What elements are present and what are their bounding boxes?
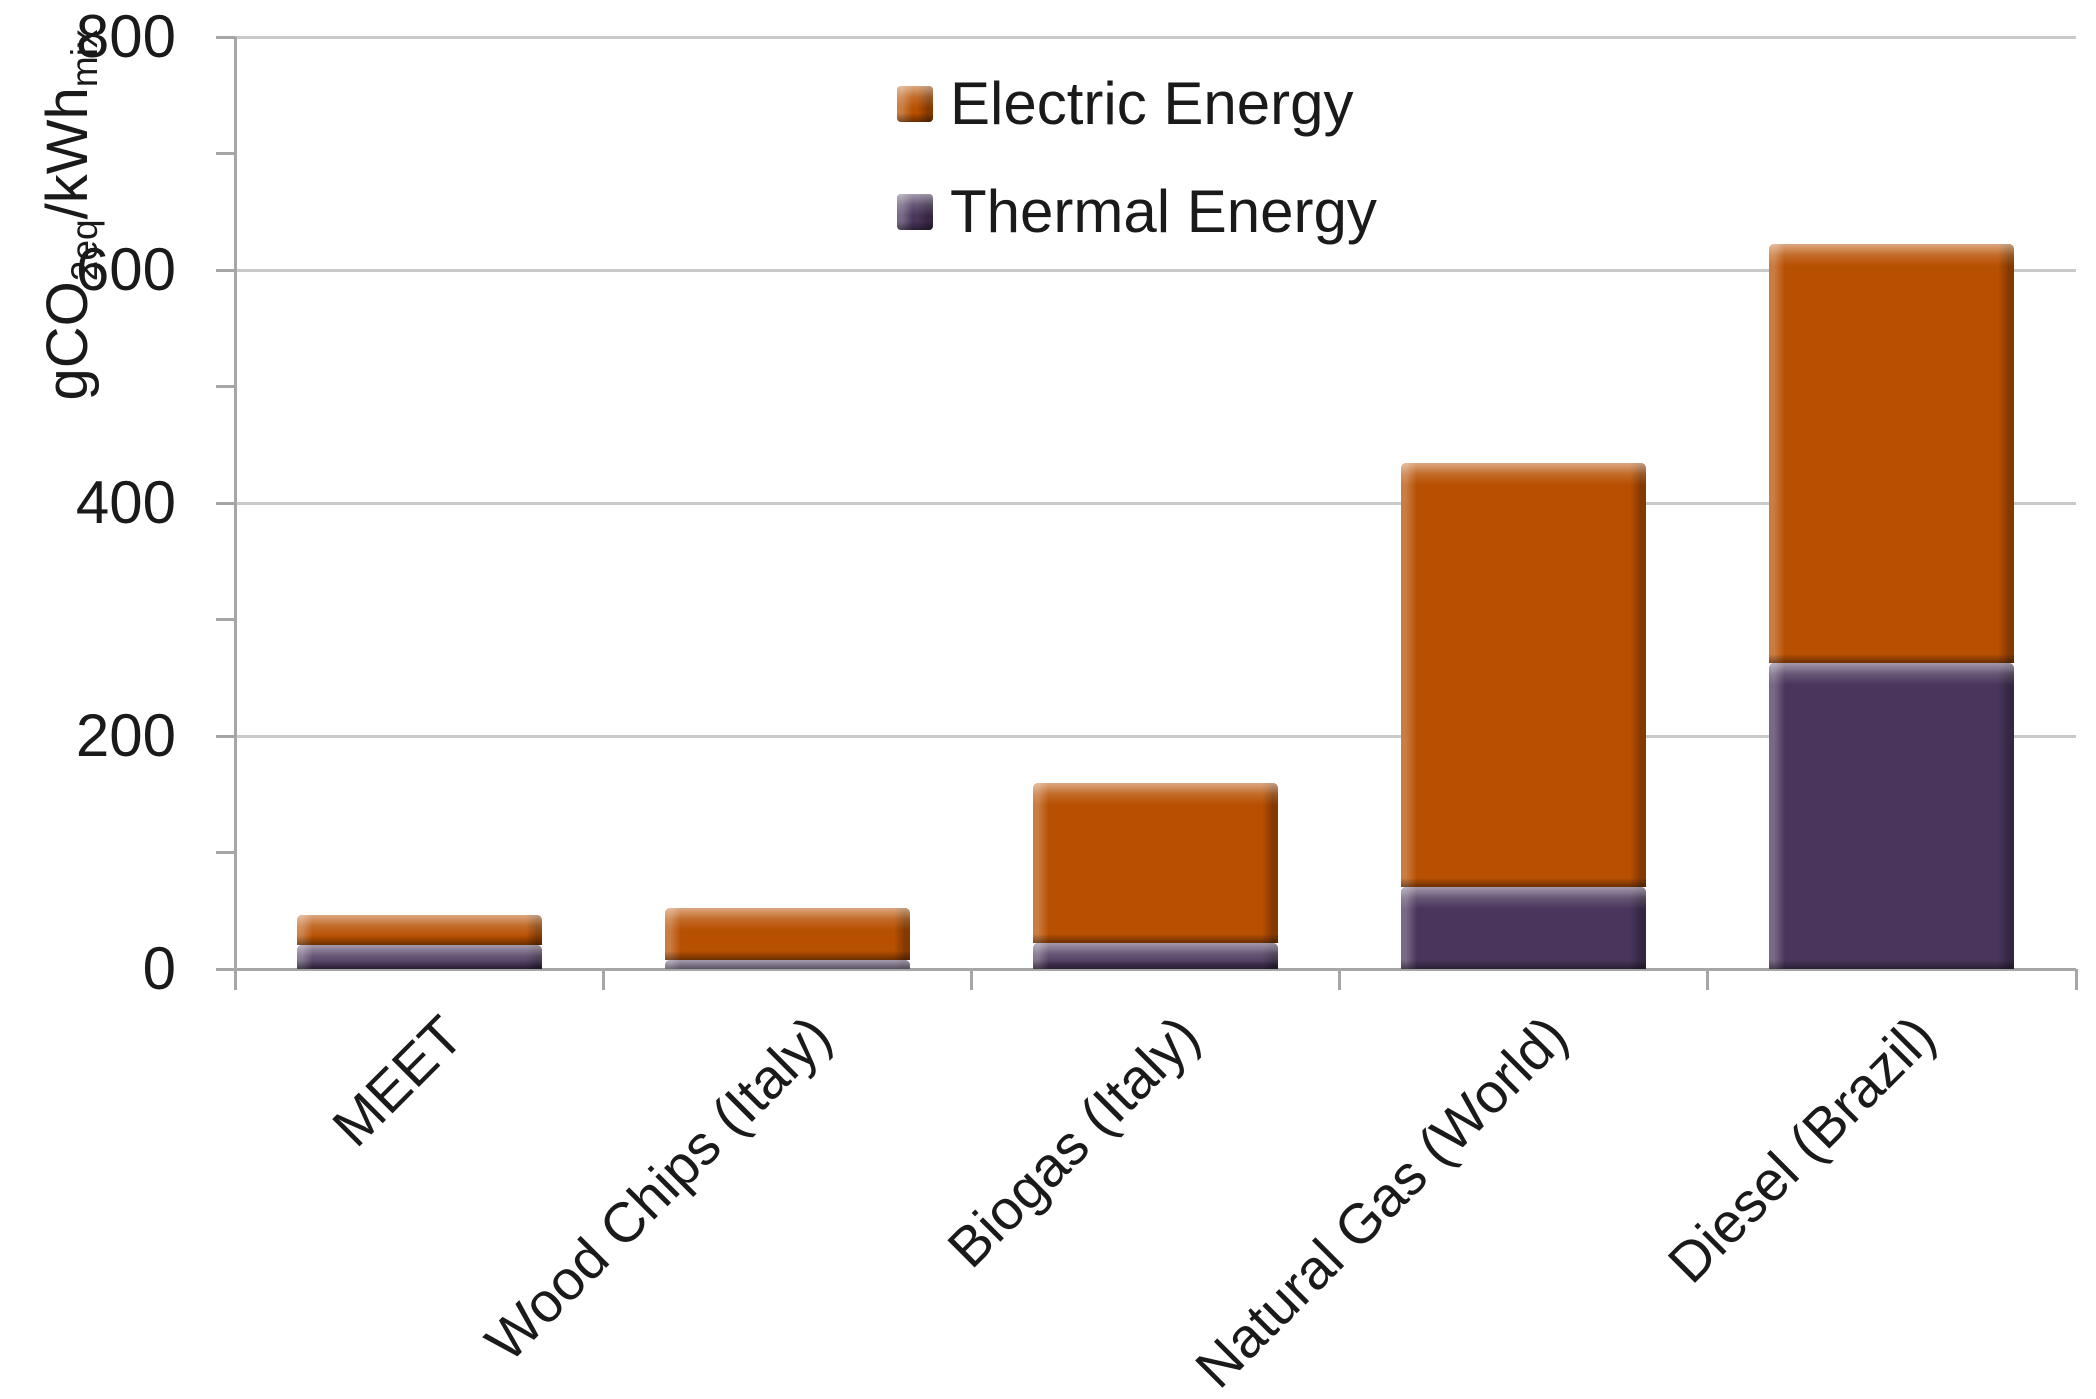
bar-segment-thermal-diesel-brazil — [1769, 662, 2015, 970]
y-axis-title: gCO2eq/kWhmix — [34, 29, 106, 400]
legend-swatch-electric-energy — [897, 86, 933, 122]
y-axis-major-tick — [216, 268, 235, 272]
x-category-label-natural-gas-world: Natural Gas (World) — [1182, 1003, 1579, 1399]
gridline — [235, 268, 2076, 272]
y-tick-label: 0 — [142, 935, 176, 1002]
legend-label: Electric Energy — [950, 70, 1354, 137]
bar-segment-electric-meet — [296, 915, 542, 945]
x-category-label-biogas-italy: Biogas (Italy) — [935, 1003, 1211, 1280]
x-axis-category-tick — [233, 969, 237, 990]
bar-segment-electric-diesel-brazil — [1769, 244, 2015, 663]
y-axis-minor-tick — [216, 385, 235, 388]
y-axis-line — [233, 37, 237, 990]
y-tick-label: 600 — [75, 236, 176, 303]
legend-swatch-thermal-energy — [897, 194, 933, 230]
y-tick-label: 400 — [75, 469, 176, 536]
bar-segment-electric-biogas-italy — [1033, 782, 1278, 944]
x-category-label-diesel-brazil: Diesel (Brazil) — [1656, 1003, 1948, 1295]
bar-segment-thermal-natural-gas-world — [1401, 887, 1647, 969]
legend-item-electric-energy: Electric Energy — [897, 68, 1353, 140]
bar-segment-electric-natural-gas-world — [1401, 463, 1647, 888]
y-axis-minor-tick — [216, 618, 235, 621]
x-axis-category-tick — [601, 969, 605, 990]
legend-label: Thermal Energy — [950, 178, 1377, 245]
y-axis-minor-tick — [216, 851, 235, 854]
y-axis-major-tick — [216, 35, 235, 39]
y-axis-title-text: /kWh — [34, 87, 100, 220]
gridline — [235, 501, 2076, 505]
gridline — [235, 35, 2076, 39]
x-category-label-wood-chips-italy: Wood Chips (Italy) — [472, 1003, 843, 1374]
y-axis-major-tick — [216, 967, 235, 971]
bar-segment-electric-wood-chips-italy — [664, 908, 910, 960]
y-tick-label: 200 — [75, 702, 176, 769]
x-category-label-meet: MEET — [319, 1003, 475, 1159]
x-axis-category-tick — [1338, 969, 1342, 990]
bar-segment-thermal-wood-chips-italy — [664, 959, 910, 970]
y-axis-minor-tick — [216, 152, 235, 155]
y-tick-label: 800 — [75, 3, 176, 70]
x-axis-category-tick — [969, 969, 973, 990]
legend-item-thermal-energy: Thermal Energy — [897, 176, 1377, 248]
x-axis-category-tick — [1706, 969, 1710, 990]
gridline — [235, 734, 2076, 738]
y-axis-major-tick — [216, 501, 235, 505]
bar-segment-thermal-biogas-italy — [1033, 943, 1278, 969]
x-axis-category-tick — [2074, 969, 2078, 990]
x-axis-line — [235, 967, 2076, 971]
bar-segment-thermal-meet — [296, 944, 542, 970]
y-axis-major-tick — [216, 734, 235, 738]
